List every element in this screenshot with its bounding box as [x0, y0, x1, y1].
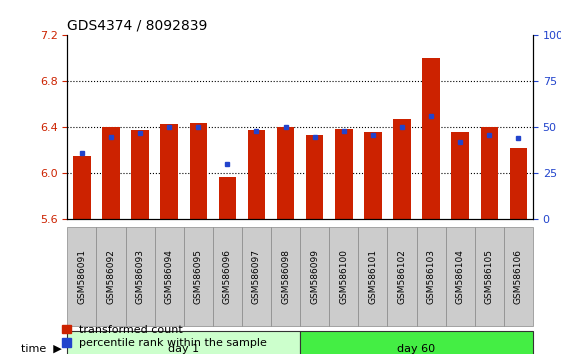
- Text: day 1: day 1: [168, 344, 199, 354]
- FancyBboxPatch shape: [475, 227, 504, 326]
- FancyBboxPatch shape: [155, 227, 183, 326]
- Text: GSM586093: GSM586093: [136, 249, 145, 304]
- Text: GSM586106: GSM586106: [514, 249, 523, 304]
- Bar: [131, 130, 149, 219]
- FancyBboxPatch shape: [126, 227, 155, 326]
- Text: GSM586100: GSM586100: [339, 249, 348, 304]
- Text: GSM586101: GSM586101: [369, 249, 378, 304]
- Text: GSM586095: GSM586095: [194, 249, 203, 304]
- Bar: [481, 127, 498, 219]
- Bar: [219, 177, 236, 219]
- Bar: [422, 58, 440, 219]
- Text: day 60: day 60: [398, 344, 435, 354]
- Text: GSM586105: GSM586105: [485, 249, 494, 304]
- FancyBboxPatch shape: [67, 331, 300, 354]
- FancyBboxPatch shape: [416, 227, 445, 326]
- Text: GSM586099: GSM586099: [310, 249, 319, 304]
- FancyBboxPatch shape: [213, 227, 242, 326]
- Text: GSM586103: GSM586103: [426, 249, 435, 304]
- FancyBboxPatch shape: [242, 227, 271, 326]
- Text: GSM586096: GSM586096: [223, 249, 232, 304]
- FancyBboxPatch shape: [300, 331, 533, 354]
- Text: GSM586091: GSM586091: [77, 249, 86, 304]
- FancyBboxPatch shape: [329, 227, 358, 326]
- Bar: [452, 132, 469, 219]
- FancyBboxPatch shape: [358, 227, 388, 326]
- Text: GSM586104: GSM586104: [456, 249, 465, 304]
- Text: time  ▶: time ▶: [21, 344, 62, 354]
- Bar: [393, 119, 411, 219]
- Text: GSM586097: GSM586097: [252, 249, 261, 304]
- FancyBboxPatch shape: [271, 227, 300, 326]
- Bar: [335, 129, 352, 219]
- Text: GSM586092: GSM586092: [107, 249, 116, 304]
- Bar: [306, 136, 323, 219]
- Text: GSM586098: GSM586098: [281, 249, 290, 304]
- Bar: [73, 156, 91, 219]
- Bar: [160, 124, 178, 219]
- FancyBboxPatch shape: [388, 227, 416, 326]
- Bar: [248, 130, 265, 219]
- Text: GDS4374 / 8092839: GDS4374 / 8092839: [67, 19, 208, 33]
- FancyBboxPatch shape: [445, 227, 475, 326]
- Text: GSM586094: GSM586094: [165, 249, 174, 304]
- FancyBboxPatch shape: [300, 227, 329, 326]
- Legend: transformed count, percentile rank within the sample: transformed count, percentile rank withi…: [62, 325, 267, 348]
- FancyBboxPatch shape: [183, 227, 213, 326]
- Bar: [364, 132, 381, 219]
- Bar: [277, 127, 295, 219]
- Bar: [509, 148, 527, 219]
- Text: GSM586102: GSM586102: [398, 249, 407, 304]
- FancyBboxPatch shape: [96, 227, 126, 326]
- Bar: [102, 127, 119, 219]
- Bar: [190, 123, 207, 219]
- FancyBboxPatch shape: [504, 227, 533, 326]
- FancyBboxPatch shape: [67, 227, 96, 326]
